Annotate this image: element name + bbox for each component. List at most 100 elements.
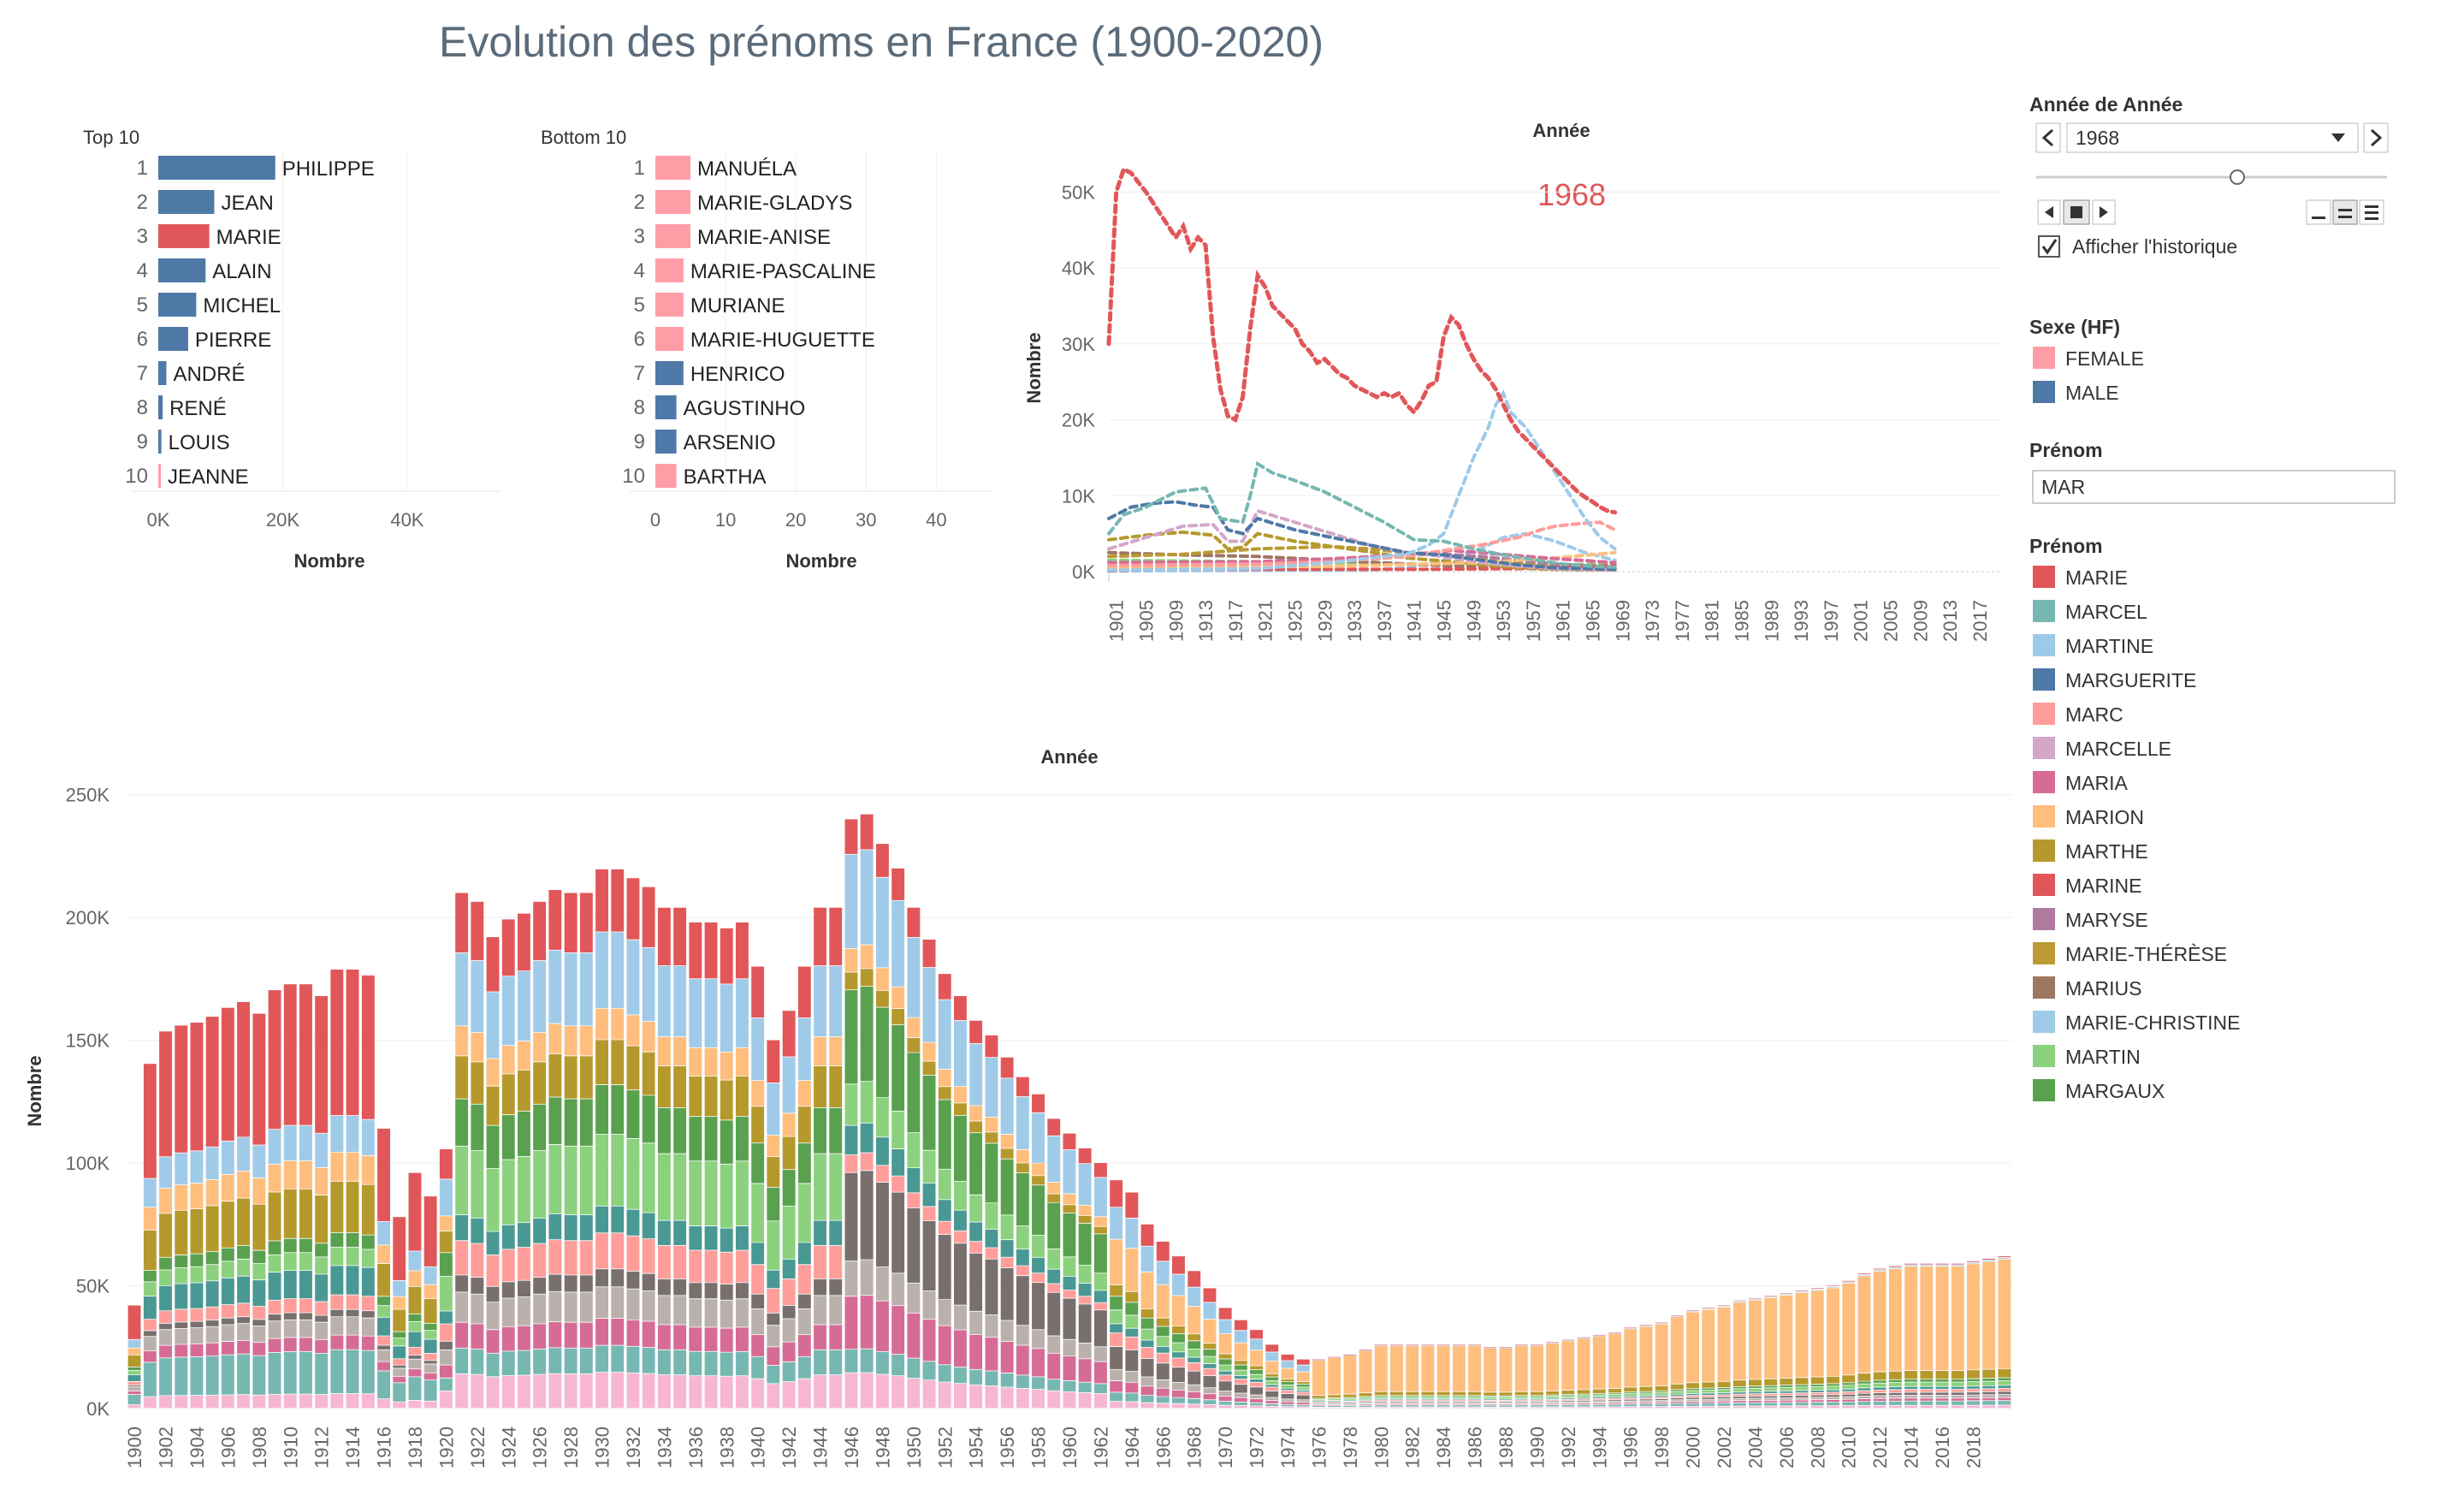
stacked-bar-segment[interactable] [1873,1387,1886,1391]
stacked-bar-segment[interactable] [844,1261,858,1296]
stacked-bar-segment[interactable] [767,1187,780,1221]
stacked-bar-segment[interactable] [1873,1401,1886,1405]
stacked-bar-segment[interactable] [143,1337,157,1351]
stacked-bar-segment[interactable] [1702,1399,1715,1401]
stacked-bar-segment[interactable] [408,1356,422,1359]
stacked-bar-segment[interactable] [1484,1347,1497,1348]
stacked-bar-segment[interactable] [159,1345,172,1358]
stacked-bar-segment[interactable] [408,1322,422,1332]
stacked-bar-segment[interactable] [315,1315,329,1322]
stacked-bar-segment[interactable] [689,1226,702,1250]
stacked-bar-segment[interactable] [1920,1267,1934,1371]
stacked-bar-segment[interactable] [1873,1372,1886,1380]
top10-bar[interactable] [158,361,167,385]
stacked-bar-segment[interactable] [1016,1226,1029,1249]
stacked-bar-segment[interactable] [1281,1361,1294,1368]
stacked-bar-segment[interactable] [1250,1399,1263,1403]
line-series-martine[interactable] [1107,389,1617,572]
stacked-bar-segment[interactable] [471,960,484,1032]
stacked-bar-segment[interactable] [1920,1382,1934,1386]
stacked-bar-segment[interactable] [689,1117,702,1161]
stacked-bar-segment[interactable] [844,972,858,990]
stacked-bar-segment[interactable] [1390,1407,1403,1409]
stacked-bar-segment[interactable] [1686,1393,1699,1396]
stacked-bar-segment[interactable] [252,1320,266,1326]
stacked-bar-segment[interactable] [1094,1178,1107,1217]
stacked-bar-segment[interactable] [1063,1391,1076,1409]
stacked-bar-segment[interactable] [1639,1399,1653,1401]
stacked-bar-segment[interactable] [1218,1401,1232,1405]
stacked-bar-segment[interactable] [1016,1249,1029,1266]
stacked-bar-segment[interactable] [1810,1395,1824,1397]
stacked-bar-segment[interactable] [1078,1224,1092,1265]
stacked-bar-segment[interactable] [1281,1399,1294,1402]
stacked-bar-segment[interactable] [1188,1307,1201,1334]
stacked-bar-segment[interactable] [1032,1330,1045,1349]
stacked-bar-segment[interactable] [1452,1397,1466,1398]
stacked-bar-segment[interactable] [1343,1398,1357,1400]
stacked-bar-segment[interactable] [471,1278,484,1294]
stacked-bar-segment[interactable] [704,922,718,979]
stacked-bar-segment[interactable] [1749,1297,1762,1299]
stacked-bar-segment[interactable] [1218,1381,1232,1391]
stacked-bar-segment[interactable] [439,1365,453,1378]
stacked-bar-segment[interactable] [797,966,811,1018]
stacked-bar-segment[interactable] [1188,1287,1201,1307]
stacked-bar-segment[interactable] [922,940,936,968]
stacked-bar-segment[interactable] [1546,1344,1560,1391]
stacked-bar-segment[interactable] [626,1289,640,1320]
stacked-bar-segment[interactable] [1795,1400,1809,1403]
stacked-bar-segment[interactable] [205,1281,219,1307]
stacked-bar-segment[interactable] [1032,1349,1045,1377]
stacked-bar-segment[interactable] [315,1133,329,1167]
stacked-bar-segment[interactable] [1032,1390,1045,1409]
stacked-bar-segment[interactable] [237,1317,250,1324]
stacked-bar-segment[interactable] [1967,1379,1980,1382]
stacked-bar-segment[interactable] [1296,1359,1310,1365]
stacked-bar-segment[interactable] [829,1296,843,1325]
stacked-bar-segment[interactable] [1780,1293,1793,1294]
stacked-bar-segment[interactable] [720,1164,733,1228]
stacked-bar-segment[interactable] [907,1133,921,1168]
stacked-bar-segment[interactable] [1063,1213,1076,1257]
stacked-bar-segment[interactable] [1047,1353,1061,1379]
stacked-bar-segment[interactable] [1749,1299,1762,1300]
stacked-bar-segment[interactable] [1592,1335,1606,1337]
prenom-legend-item[interactable]: MARINE [2033,874,2141,897]
stacked-bar-segment[interactable] [626,1320,640,1346]
stacked-bar-segment[interactable] [736,1376,749,1409]
stacked-bar-segment[interactable] [782,1342,796,1361]
stacked-bar-segment[interactable] [1078,1265,1092,1284]
stacked-bar-segment[interactable] [1982,1405,1996,1409]
stacked-bar-segment[interactable] [1484,1403,1497,1404]
stacked-bar-segment[interactable] [1686,1403,1699,1406]
stacked-bar-segment[interactable] [814,1350,826,1375]
stacked-bar-segment[interactable] [221,1201,234,1248]
stacked-bar-segment[interactable] [767,1365,780,1384]
stacked-bar-segment[interactable] [548,1373,562,1409]
stacked-bar-segment[interactable] [252,1395,266,1409]
stacked-bar-segment[interactable] [1717,1399,1731,1401]
stacked-bar-segment[interactable] [1998,1395,2011,1397]
bottom10-bar[interactable] [655,327,684,351]
stacked-bar-segment[interactable] [486,1286,500,1302]
stacked-bar-segment[interactable] [736,1226,749,1250]
stacked-bar-segment[interactable] [190,1283,204,1308]
stacked-bar-segment[interactable] [1857,1276,1871,1373]
stacked-bar-segment[interactable] [1468,1407,1481,1409]
stacked-bar-segment[interactable] [143,1319,157,1331]
stacked-bar-segment[interactable] [1312,1407,1325,1409]
stacked-bar-segment[interactable] [315,1394,329,1409]
prenom-legend-item[interactable]: MARCEL [2033,600,2147,623]
stacked-bar-segment[interactable] [299,1270,312,1299]
stacked-bar-segment[interactable] [330,1247,344,1266]
stacked-bar-segment[interactable] [1795,1391,1809,1393]
stacked-bar-segment[interactable] [1140,1308,1154,1318]
stacked-bar-segment[interactable] [190,1183,204,1209]
stacked-bar-segment[interactable] [175,1322,188,1328]
stacked-bar-segment[interactable] [642,1095,655,1143]
stacked-bar-segment[interactable] [1546,1405,1560,1407]
stacked-bar-segment[interactable] [1935,1371,1949,1379]
stacked-bar-segment[interactable] [1016,1173,1029,1226]
stacked-bar-segment[interactable] [361,975,375,1119]
